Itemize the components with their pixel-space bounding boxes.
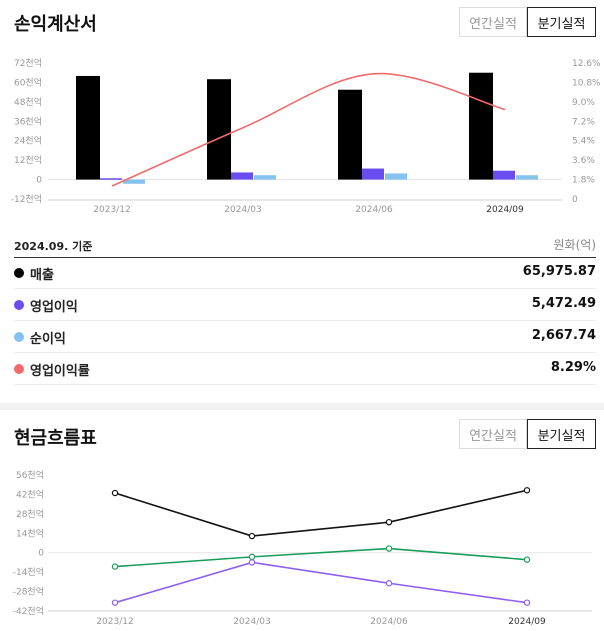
cashflow-line-3 <box>114 561 528 604</box>
summary-header: 2024.09. 기준 원화(억) <box>14 236 596 256</box>
y-tick-label: 0 <box>36 176 42 186</box>
revenue-dot <box>14 268 24 278</box>
y-tick-label: 56천억 <box>16 469 44 481</box>
summary-row-value: 8.29% <box>550 360 596 375</box>
y-tick-label: 14천억 <box>16 527 44 539</box>
y-tick-label: 60천억 <box>14 76 42 88</box>
summary-row-revenue: 매출 65,975.87 <box>14 258 596 289</box>
operating-profit-dot <box>14 300 24 310</box>
x-tick-label: 2024/03 <box>233 617 270 627</box>
bar-net-income <box>385 173 407 180</box>
x-tick-label: 2024/09 <box>486 205 524 215</box>
summary-row-label: 영업이익률 <box>30 364 90 379</box>
bar-operating-profit <box>493 170 515 180</box>
y2-tick-label: 1.8% <box>572 176 595 186</box>
y-tick-label: -28천억 <box>13 586 44 598</box>
cashflow-point <box>111 489 119 497</box>
y2-tick-label: 9.0% <box>572 98 595 108</box>
y-tick-label: 48천억 <box>14 96 42 108</box>
y-tick-label: -42천억 <box>13 605 44 617</box>
summary-row-operating-margin: 영업이익률 8.29% <box>14 354 596 385</box>
cashflow-point <box>248 553 256 561</box>
operating-margin-dot <box>14 364 24 374</box>
bar-operating-profit <box>100 178 122 180</box>
summary-row-label: 영업이익 <box>30 300 78 315</box>
net-income-dot <box>14 332 24 342</box>
income-annual-toggle[interactable]: 연간실적 <box>459 7 527 37</box>
y2-tick-label: 5.4% <box>572 137 595 147</box>
summary-row-operating-profit: 영업이익 5,472.49 <box>14 290 596 321</box>
cashflow-title: 현금흐름표 <box>14 428 97 449</box>
cashflow-point <box>523 487 531 494</box>
bar-net-income <box>254 175 276 180</box>
income-quarterly-toggle[interactable]: 분기실적 <box>527 7 596 37</box>
summary-row-value: 65,975.87 <box>522 264 596 279</box>
summary-row-value: 2,667.74 <box>531 328 596 343</box>
bar-net-income <box>123 179 145 184</box>
summary-row-value: 5,472.49 <box>531 296 596 311</box>
cashflow-line-1 <box>114 489 528 537</box>
y-tick-label: 42천억 <box>16 488 44 500</box>
y2-tick-label: 0 <box>572 195 578 205</box>
y-tick-label: 36천억 <box>14 115 42 127</box>
y-tick-label: 28천억 <box>16 508 44 520</box>
cashflow-point <box>385 518 393 526</box>
y2-tick-label: 7.2% <box>572 117 595 127</box>
cashflow-point <box>248 559 256 566</box>
cashflow-point <box>111 563 119 570</box>
y-tick-label: 0 <box>38 549 44 559</box>
y-tick-label: 72천억 <box>14 57 42 69</box>
summary-row-label: 순이익 <box>30 332 66 347</box>
x-tick-label: 2024/09 <box>508 617 546 627</box>
bar-operating-profit <box>231 172 253 180</box>
y2-tick-label: 3.6% <box>572 156 595 166</box>
operating-margin-line <box>111 72 506 187</box>
summary-row-label: 매출 <box>30 268 54 283</box>
x-tick-label: 2024/06 <box>370 617 408 627</box>
bar-operating-profit <box>362 168 384 180</box>
section-divider <box>0 403 604 410</box>
cashflow-annual-toggle[interactable]: 연간실적 <box>459 419 527 449</box>
cashflow-point <box>248 532 256 540</box>
summary-basis-date: 2024.09. 기준 <box>14 240 93 253</box>
cashflow-quarterly-toggle[interactable]: 분기실적 <box>527 419 596 449</box>
y-tick-label: -12천억 <box>11 193 42 205</box>
summary-row-net-income: 순이익 2,667.74 <box>14 322 596 353</box>
y-tick-label: 24천억 <box>14 135 42 147</box>
cashflow-line-2 <box>114 547 528 568</box>
summary-unit: 원화(억) <box>553 238 596 252</box>
bar-revenue <box>338 89 362 180</box>
income-chart: 72천억 60천억 48천억 36천억 24천억 12천억 0 -12천억 12.6% 10.8%… <box>11 57 601 215</box>
x-tick-label: 2023/12 <box>93 205 130 215</box>
cashflow-point <box>523 599 531 606</box>
income-title: 손익계산서 <box>14 14 97 35</box>
cashflow-point <box>385 580 393 587</box>
y2-tick-label: 10.8% <box>572 78 601 88</box>
bar-revenue <box>207 79 231 180</box>
bar-revenue <box>469 72 493 180</box>
x-tick-label: 2023/12 <box>96 617 133 627</box>
y-tick-label: -14천억 <box>13 566 44 578</box>
y2-tick-label: 12.6% <box>572 59 601 69</box>
y-tick-label: 12천억 <box>14 154 42 166</box>
cashflow-point <box>523 556 531 563</box>
x-tick-label: 2024/03 <box>224 205 261 215</box>
x-tick-label: 2024/06 <box>355 205 393 215</box>
bar-net-income <box>516 175 538 180</box>
cashflow-point <box>111 599 119 606</box>
summary-header-line <box>14 257 596 258</box>
cashflow-point <box>385 545 393 552</box>
bar-revenue <box>76 75 100 180</box>
